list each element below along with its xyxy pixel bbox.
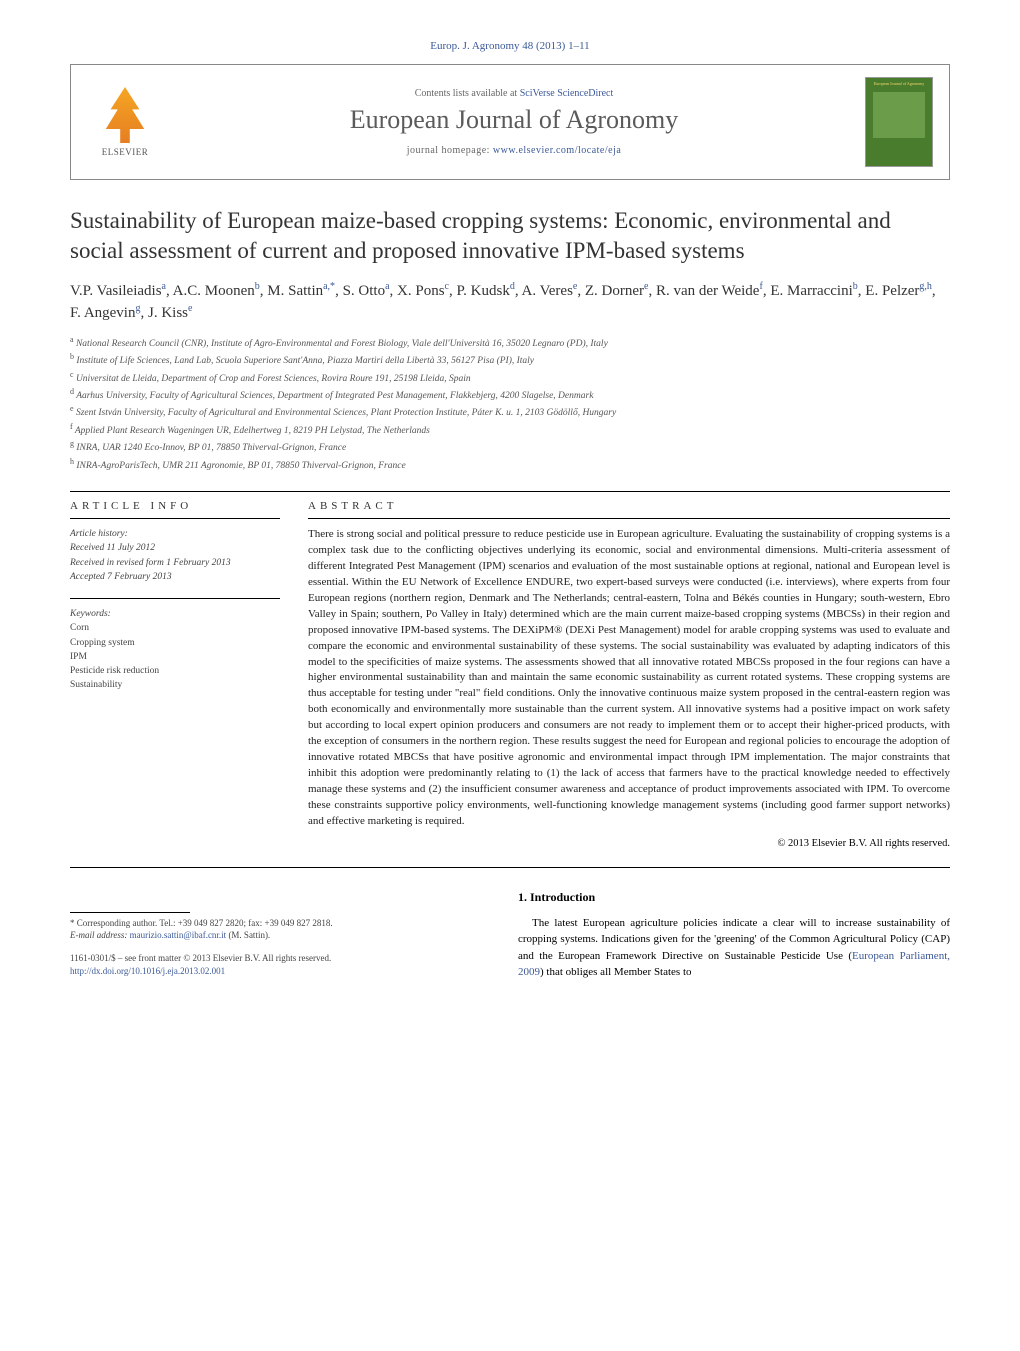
- corresponding-author: * Corresponding author. Tel.: +39 049 82…: [70, 917, 490, 930]
- doi-link[interactable]: http://dx.doi.org/10.1016/j.eja.2013.02.…: [70, 965, 490, 978]
- page-root: Europ. J. Agronomy 48 (2013) 1–11 ELSEVI…: [0, 0, 1020, 1011]
- affiliation-item: h INRA-AgroParisTech, UMR 211 Agronomie,…: [70, 456, 950, 473]
- homepage-line: journal homepage: www.elsevier.com/locat…: [163, 145, 865, 156]
- keyword-item: Cropping system: [70, 636, 280, 650]
- journal-reference: Europ. J. Agronomy 48 (2013) 1–11: [70, 40, 950, 52]
- received-date: Received 11 July 2012: [70, 541, 280, 555]
- intro-heading: 1. Introduction: [518, 890, 950, 905]
- keywords-block: Keywords: CornCropping systemIPMPesticid…: [70, 607, 280, 693]
- affiliation-item: f Applied Plant Research Wageningen UR, …: [70, 421, 950, 438]
- divider: [70, 867, 950, 868]
- keyword-item: Sustainability: [70, 678, 280, 692]
- email-name: (M. Sattin).: [226, 930, 270, 940]
- cover-title: European Journal of Agronomy: [874, 82, 925, 86]
- email-line: E-mail address: maurizio.sattin@ibaf.cnr…: [70, 929, 490, 942]
- publisher-name: ELSEVIER: [102, 147, 149, 157]
- header-center: Contents lists available at SciVerse Sci…: [163, 88, 865, 156]
- affiliation-item: b Institute of Life Sciences, Land Lab, …: [70, 351, 950, 368]
- article-info-label: ARTICLE INFO: [70, 500, 280, 512]
- contents-available-line: Contents lists available at SciVerse Sci…: [163, 88, 865, 99]
- keywords-label: Keywords:: [70, 607, 280, 621]
- accepted-date: Accepted 7 February 2013: [70, 570, 280, 584]
- divider-short: [70, 518, 280, 519]
- bottom-columns: * Corresponding author. Tel.: +39 049 82…: [70, 882, 950, 981]
- issn-line: 1161-0301/$ – see front matter © 2013 El…: [70, 952, 490, 965]
- divider-short: [308, 518, 950, 519]
- affiliation-item: g INRA, UAR 1240 Eco-Innov, BP 01, 78850…: [70, 438, 950, 455]
- abstract-column: ABSTRACT There is strong social and poli…: [308, 500, 950, 849]
- affiliation-item: a National Research Council (CNR), Insti…: [70, 334, 950, 351]
- abstract-text: There is strong social and political pre…: [308, 527, 950, 830]
- article-title: Sustainability of European maize-based c…: [70, 206, 950, 266]
- journal-header: ELSEVIER Contents lists available at Sci…: [70, 64, 950, 180]
- intro-paragraph: The latest European agriculture policies…: [518, 915, 950, 981]
- article-info-column: ARTICLE INFO Article history: Received 1…: [70, 500, 280, 849]
- footer-column: * Corresponding author. Tel.: +39 049 82…: [70, 882, 490, 981]
- divider: [70, 491, 950, 492]
- author-list: V.P. Vasileiadisa, A.C. Moonenb, M. Satt…: [70, 280, 950, 324]
- elsevier-tree-icon: [101, 87, 149, 143]
- contents-text: Contents lists available at: [415, 88, 520, 99]
- affiliation-item: c Universitat de Lleida, Department of C…: [70, 369, 950, 386]
- homepage-label: journal homepage:: [407, 145, 493, 156]
- footer-block: * Corresponding author. Tel.: +39 049 82…: [70, 912, 490, 977]
- abstract-label: ABSTRACT: [308, 500, 950, 512]
- homepage-link[interactable]: www.elsevier.com/locate/eja: [493, 145, 621, 156]
- keyword-item: IPM: [70, 650, 280, 664]
- history-label: Article history:: [70, 527, 280, 541]
- intro-text-2: ) that obliges all Member States to: [540, 966, 692, 978]
- keyword-item: Corn: [70, 621, 280, 635]
- email-link[interactable]: maurizio.sattin@ibaf.cnr.it: [130, 930, 227, 940]
- intro-column: 1. Introduction The latest European agri…: [518, 882, 950, 981]
- affiliation-item: e Szent István University, Faculty of Ag…: [70, 403, 950, 420]
- copyright-line: © 2013 Elsevier B.V. All rights reserved…: [308, 838, 950, 849]
- affiliation-item: d Aarhus University, Faculty of Agricult…: [70, 386, 950, 403]
- keywords-list: CornCropping systemIPMPesticide risk red…: [70, 621, 280, 692]
- divider-short: [70, 598, 280, 599]
- sciencedirect-link[interactable]: SciVerse ScienceDirect: [520, 88, 614, 99]
- footer-separator: [70, 912, 190, 913]
- affiliations-list: a National Research Council (CNR), Insti…: [70, 334, 950, 473]
- publisher-logo: ELSEVIER: [87, 79, 163, 165]
- email-label: E-mail address:: [70, 930, 130, 940]
- revised-date: Received in revised form 1 February 2013: [70, 556, 280, 570]
- cover-image-icon: [873, 92, 925, 138]
- keyword-item: Pesticide risk reduction: [70, 664, 280, 678]
- article-history: Article history: Received 11 July 2012 R…: [70, 527, 280, 584]
- introduction-section: 1. Introduction The latest European agri…: [518, 890, 950, 981]
- journal-cover-thumbnail: European Journal of Agronomy: [865, 77, 933, 167]
- journal-title: European Journal of Agronomy: [163, 105, 865, 135]
- info-abstract-row: ARTICLE INFO Article history: Received 1…: [70, 500, 950, 849]
